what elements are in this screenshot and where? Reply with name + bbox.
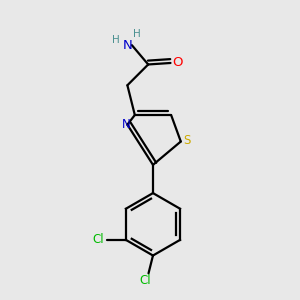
Text: H: H (133, 29, 141, 39)
Text: N: N (122, 39, 132, 52)
Text: O: O (172, 56, 182, 70)
Text: S: S (184, 134, 191, 146)
Text: Cl: Cl (140, 274, 152, 287)
Text: N: N (122, 118, 130, 131)
Text: Cl: Cl (92, 233, 104, 246)
Text: H: H (112, 35, 119, 45)
